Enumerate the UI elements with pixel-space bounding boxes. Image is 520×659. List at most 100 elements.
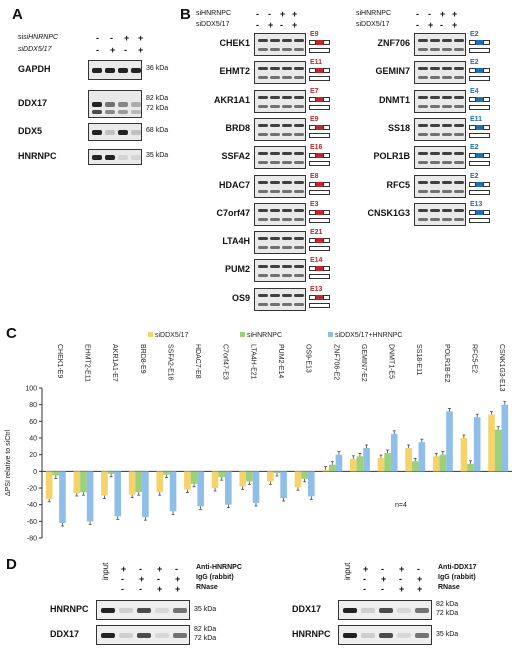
panel-b-sign: - [416, 20, 419, 30]
y-axis-title: ΔPSI relative to siCtrl [5, 429, 12, 496]
bar-2 [169, 471, 177, 512]
panel-d-header: Anti-HNRNPC [196, 564, 242, 571]
panel-a-row2-text: siDDX5/17 [18, 46, 52, 53]
panel-a-blot-label: DDX5 [18, 126, 43, 136]
legend-swatch [240, 332, 245, 337]
gel-band-upper [258, 67, 268, 71]
panel-d-blot-label: DDX17 [292, 604, 322, 614]
category-label: ZNF706-E2 [332, 344, 339, 380]
gel-band-upper [418, 152, 428, 156]
panel-d-sign: - [381, 584, 384, 594]
bar-0 [488, 414, 495, 472]
panel-b-sign: - [416, 9, 419, 19]
panel-d-blot [96, 625, 190, 645]
gel-band-upper [258, 95, 268, 99]
gel-band-upper [294, 152, 304, 156]
bar-0 [322, 469, 329, 472]
panel-d-band [361, 608, 375, 613]
category-label: EHMT2-E11 [83, 344, 90, 382]
gel-band-lower [270, 274, 280, 278]
panel-c-letter: C [6, 325, 17, 342]
panel-a-band [105, 102, 115, 107]
y-tick-label: -40 [27, 502, 37, 509]
panel-d-sign: + [175, 574, 181, 584]
bar-1 [384, 453, 391, 472]
exon-mid [316, 181, 323, 187]
panel-a-band [92, 102, 102, 107]
panel-a-blot-label: DDX17 [18, 98, 48, 108]
panel-d-band [155, 633, 169, 638]
gel-band-upper [258, 265, 268, 269]
gel-band-lower [282, 189, 292, 193]
bar-2 [418, 442, 426, 472]
gel-band-upper [282, 208, 292, 212]
bar-2 [307, 471, 315, 497]
exon-box-skip [309, 302, 330, 308]
panel-a-sign: + [138, 33, 144, 43]
bar-1 [467, 463, 474, 472]
panel-b-sign: + [280, 9, 286, 19]
gel-band-lower [270, 76, 280, 80]
bar-2 [280, 471, 287, 498]
gel-band-upper [418, 123, 428, 127]
gel-band-upper [270, 293, 280, 297]
category-label: CHEK1-E9 [56, 344, 63, 378]
panel-b-left-row2: siDDX5/17 [196, 21, 229, 28]
panel-a-band [131, 68, 141, 73]
exon-box [309, 294, 316, 300]
gel-band-lower [418, 48, 428, 51]
gel-band-lower [282, 274, 292, 278]
panel-d-band [397, 633, 411, 638]
panel-b-exon-label: E2 [470, 59, 479, 67]
gel-band-upper [270, 237, 280, 241]
n-annotation: n=4 [395, 502, 407, 509]
panel-d-sign: + [157, 584, 163, 594]
panel-d-sign: - [139, 584, 142, 594]
panel-d-blot [338, 625, 432, 645]
panel-a-blot [88, 123, 142, 141]
gel-band-lower [258, 76, 268, 80]
bar-0 [101, 471, 108, 496]
y-tick-label: -60 [27, 519, 37, 526]
gel-band-upper [282, 265, 292, 269]
gel-band-upper [282, 95, 292, 99]
panel-d-kda2: 72 kDa [436, 610, 459, 617]
panel-d-band [361, 633, 375, 638]
panel-d-band [173, 608, 187, 613]
panel-b-sign: - [440, 20, 443, 30]
exon-box-skip [469, 76, 490, 82]
gel-band-upper [282, 39, 292, 42]
panel-d-sign: - [175, 564, 178, 574]
exon-box-skip [469, 132, 490, 138]
panel-b-exon-label: E2 [470, 172, 479, 180]
panel-a-kda: 68 kDa [146, 127, 169, 134]
panel-b-exon-label: E9 [310, 115, 319, 123]
y-tick-label: 100 [25, 386, 37, 393]
exon-box-skip [309, 274, 330, 280]
exon-mid [316, 209, 323, 215]
bar-0 [184, 471, 191, 490]
exon-mid [316, 124, 323, 130]
panel-d-sign: + [399, 584, 405, 594]
exon-box [483, 40, 490, 45]
panel-b-right-row1-text: siHNRNPC [356, 10, 391, 17]
panel-d-band [397, 608, 411, 613]
bar-0 [294, 471, 302, 488]
panel-a-band [92, 68, 102, 73]
panel-a-sign: + [138, 45, 144, 55]
exon-mid [316, 153, 323, 159]
y-tick-label: -80 [27, 536, 37, 543]
panel-b-exon-label: E8 [310, 172, 319, 180]
gel-band-lower [442, 132, 452, 136]
category-label: HDAC7-E8 [194, 344, 201, 379]
panel-d-header: RNase [438, 584, 460, 591]
panel-b-exon-label: E21 [310, 229, 323, 237]
bar-0 [156, 471, 164, 493]
bar-2 [114, 471, 122, 517]
panel-b-gene-label-left: OS9 [231, 292, 250, 303]
gel-band-upper [454, 39, 464, 42]
y-tick-label: -20 [27, 486, 37, 493]
gel-band-lower [282, 132, 292, 136]
panel-d-band [415, 608, 429, 613]
gel-band-upper [258, 123, 268, 127]
